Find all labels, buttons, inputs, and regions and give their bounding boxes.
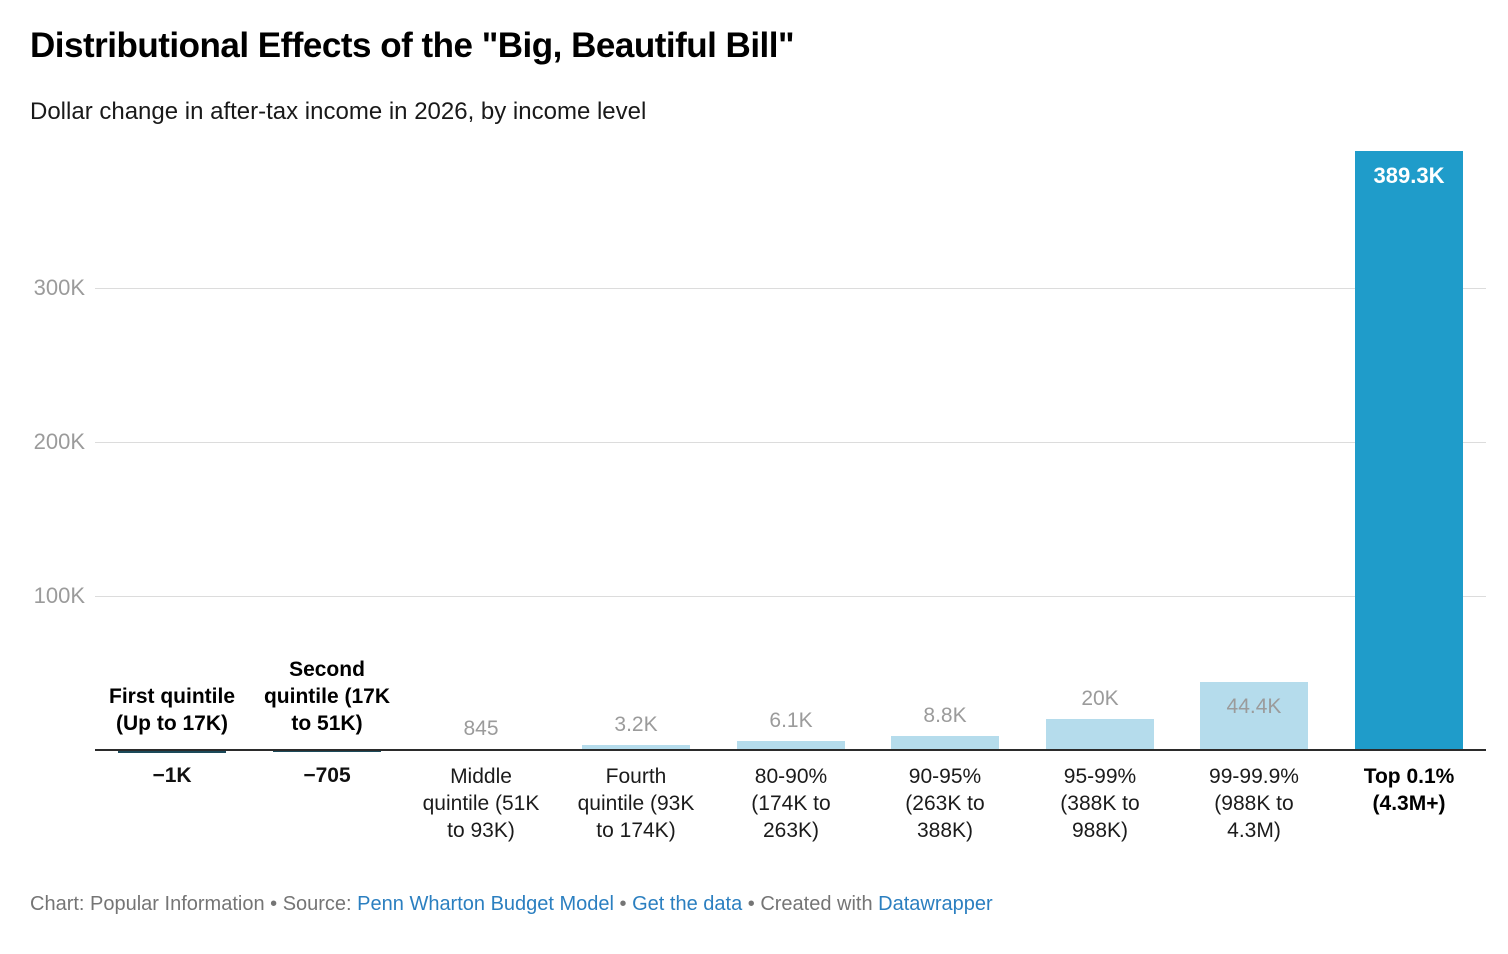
category-label-line: 988K) <box>1071 819 1129 842</box>
category-label-line: Middle <box>450 765 512 788</box>
bar[interactable] <box>1355 151 1463 750</box>
bar-value-label: 44.4K <box>1226 695 1282 718</box>
attribution-footer: Chart: Popular Information • Source: Pen… <box>30 893 993 916</box>
bar[interactable] <box>1200 682 1308 750</box>
bar-value-label: 6.1K <box>769 709 813 732</box>
category-label-line: 95-99% <box>1063 765 1137 788</box>
category-label: Fourth quintile (93K to 174K) <box>556 763 716 844</box>
category-label-line: quintile (51K <box>422 792 540 815</box>
bar-value-label: 8.8K <box>923 704 967 727</box>
category-label-line: to 93K) <box>447 819 515 842</box>
separator: • <box>742 893 761 915</box>
datawrapper-link[interactable]: Datawrapper <box>878 893 993 915</box>
category-label-line: First quintile <box>109 685 235 708</box>
bar[interactable] <box>582 745 690 750</box>
y-axis-tick-label: 300K <box>33 275 85 300</box>
source-label: Source: <box>282 893 358 915</box>
category-label-line: Second <box>289 658 365 681</box>
category-label-line: quintile (17K <box>263 685 390 708</box>
category-label-line: 263K) <box>762 819 820 842</box>
bar[interactable] <box>118 751 226 753</box>
category-label: 80-90% (174K to 263K) <box>711 763 871 844</box>
category-label-line: (988K to <box>1214 792 1294 815</box>
category-label: Top 0.1% (4.3M+) <box>1329 763 1489 817</box>
category-label: 95-99% (388K to 988K) <box>1020 763 1180 844</box>
y-axis-tick-label: 100K <box>33 583 85 608</box>
category-label-line: (Up to 17K) <box>116 712 228 735</box>
bar[interactable] <box>273 751 381 752</box>
category-label-line: to 51K) <box>291 712 363 735</box>
bar-value-label: −1K <box>152 764 192 787</box>
get-the-data-link[interactable]: Get the data <box>632 893 743 915</box>
separator: • <box>614 893 633 915</box>
chart-credit: Chart: Popular Information <box>30 893 265 915</box>
category-label-line: 388K) <box>916 819 974 842</box>
y-axis-tick-label: 200K <box>33 429 85 454</box>
category-label-line: 80-90% <box>754 765 828 788</box>
chart-title: Distributional Effects of the "Big, Beau… <box>30 26 795 65</box>
bar-value-label: 845 <box>463 717 499 740</box>
gridline <box>95 288 1486 289</box>
category-label-line: 99-99.9% <box>1209 765 1299 788</box>
category-label-line: to 174K) <box>596 819 676 842</box>
bar-value-label: 20K <box>1081 687 1119 710</box>
gridline <box>95 442 1486 443</box>
category-label-line: quintile (93K <box>577 792 695 815</box>
bar-value-label: −705 <box>303 764 351 787</box>
category-label-line: 90-95% <box>908 765 982 788</box>
gridline <box>95 596 1486 597</box>
category-label-line: (388K to <box>1060 792 1140 815</box>
category-label: Second quintile (17K to 51K) <box>247 656 407 737</box>
bar-value-label: 389.3K <box>1373 163 1445 188</box>
category-label-line: (174K to <box>751 792 831 815</box>
bar[interactable] <box>1046 719 1154 750</box>
bar[interactable] <box>737 741 845 750</box>
chart-subtitle: Dollar change in after-tax income in 202… <box>30 98 647 125</box>
category-label: 90-95% (263K to 388K) <box>865 763 1025 844</box>
category-label-line: (4.3M+) <box>1372 792 1446 815</box>
separator: • <box>264 893 283 915</box>
x-axis-line <box>95 749 1486 751</box>
bar[interactable] <box>891 736 999 750</box>
bar-value-label: 3.2K <box>614 713 658 736</box>
category-label-line: (263K to <box>905 792 985 815</box>
category-label-line: 4.3M) <box>1227 819 1281 842</box>
category-label: 99-99.9% (988K to 4.3M) <box>1174 763 1334 844</box>
created-with-text: Created with <box>760 893 879 915</box>
category-label-line: Fourth <box>605 765 667 788</box>
category-label-line: Top 0.1% <box>1363 765 1455 788</box>
category-label: Middle quintile (51K to 93K) <box>401 763 561 844</box>
source-link[interactable]: Penn Wharton Budget Model <box>357 893 614 915</box>
category-label: First quintile (Up to 17K) <box>92 683 252 737</box>
